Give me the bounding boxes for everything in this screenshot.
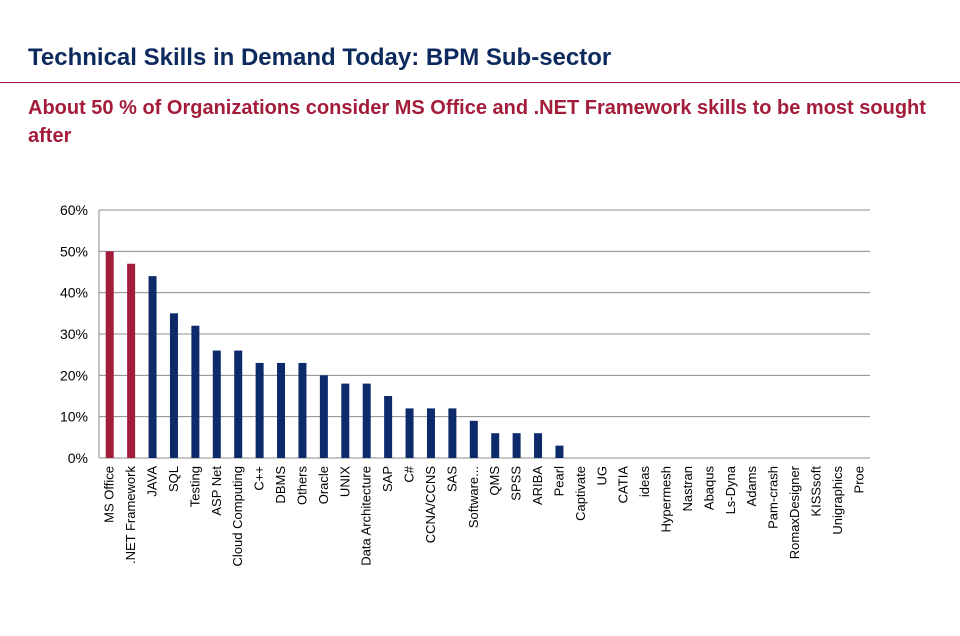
x-tick-label: .NET Framework — [123, 466, 138, 564]
x-tick-label: Captivate — [573, 466, 588, 521]
x-tick-label: Proe — [851, 466, 866, 493]
y-axis-tick-labels: 0% 10% 20% 30% 40% 50% 60% — [60, 202, 88, 466]
bar — [384, 396, 393, 458]
bar — [341, 383, 350, 458]
bar — [512, 433, 521, 458]
x-tick-label: KISSsoft — [808, 466, 823, 517]
x-tick-label: CCNA/CCNS — [423, 466, 438, 544]
x-tick-label: Unigraphics — [830, 466, 845, 535]
bar — [469, 420, 478, 458]
x-tick-label: C# — [402, 465, 417, 482]
y-tick-label: 40% — [60, 285, 88, 301]
bar — [255, 362, 264, 458]
bar — [105, 251, 114, 458]
x-tick-label: ASP Net — [209, 466, 224, 516]
bar — [298, 362, 307, 458]
bar — [127, 263, 136, 458]
x-tick-label: CATIA — [616, 466, 631, 504]
bar — [448, 408, 457, 458]
chart-bars — [105, 251, 564, 458]
bar — [491, 433, 500, 458]
y-tick-label: 50% — [60, 243, 88, 259]
x-tick-label: Hypermesh — [659, 466, 674, 532]
x-tick-label: SAP — [380, 466, 395, 492]
y-tick-label: 60% — [60, 202, 88, 218]
x-tick-label: Software... — [466, 466, 481, 528]
x-tick-label: UG — [594, 466, 609, 486]
x-tick-label: Others — [294, 466, 309, 506]
bar — [191, 325, 200, 458]
bar — [426, 408, 435, 458]
x-tick-label: Cloud Computing — [230, 466, 245, 566]
x-tick-label: DBMS — [273, 466, 288, 504]
x-tick-label: Pam-crash — [766, 466, 781, 529]
x-tick-label: Oracle — [316, 466, 331, 504]
x-tick-label: Testing — [187, 466, 202, 507]
y-tick-label: 10% — [60, 409, 88, 425]
bar — [277, 362, 286, 458]
x-axis-tick-labels: MS Office .NET Framework JAVA SQL Testing ASP… — [102, 465, 867, 566]
x-tick-label: RomaxDesigner — [787, 465, 802, 559]
bar — [148, 276, 157, 458]
x-tick-label: C++ — [252, 466, 267, 491]
bar — [405, 408, 414, 458]
bar — [169, 313, 178, 458]
x-tick-label: MS Office — [102, 466, 117, 523]
x-tick-label: SAS — [444, 466, 459, 492]
bar — [319, 375, 328, 458]
bar — [534, 433, 543, 458]
x-tick-label: Adams — [744, 466, 759, 507]
x-tick-label: Abaqus — [701, 466, 716, 511]
bar — [555, 445, 564, 458]
x-tick-label: ideas — [637, 466, 652, 498]
y-tick-label: 0% — [68, 450, 88, 466]
chart-gridlines — [98, 209, 870, 459]
x-tick-label: SPSS — [509, 466, 524, 501]
x-tick-label: JAVA — [145, 466, 160, 497]
x-tick-label: Pearl — [551, 466, 566, 496]
x-tick-label: QMS — [487, 466, 502, 496]
title-divider — [0, 82, 960, 83]
page-title: Technical Skills in Demand Today: BPM Su… — [28, 44, 612, 71]
bar — [212, 350, 221, 458]
y-tick-label: 20% — [60, 367, 88, 383]
bar — [362, 383, 371, 458]
x-tick-label: SQL — [166, 466, 181, 492]
x-tick-label: Nastran — [680, 466, 695, 512]
x-tick-label: ARIBA — [530, 466, 545, 505]
x-tick-label: UNIX — [337, 466, 352, 497]
x-tick-label: Ls-Dyna — [723, 465, 738, 514]
page-subtitle: About 50 % of Organizations consider MS … — [28, 97, 926, 147]
x-tick-label: Data Architecture — [359, 466, 374, 566]
y-tick-label: 30% — [60, 326, 88, 342]
bar — [234, 350, 243, 458]
